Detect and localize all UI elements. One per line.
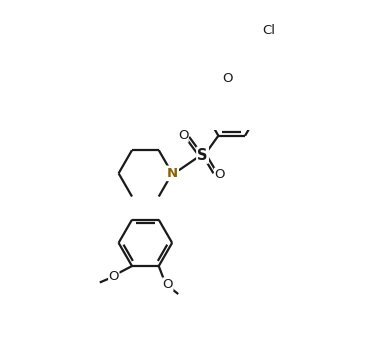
Text: Cl: Cl [262,24,275,37]
Text: O: O [222,72,233,85]
Text: N: N [167,167,178,180]
Text: O: O [109,271,119,284]
Text: O: O [162,278,173,291]
Text: O: O [178,129,188,142]
Text: O: O [214,168,225,181]
Text: S: S [197,148,208,163]
